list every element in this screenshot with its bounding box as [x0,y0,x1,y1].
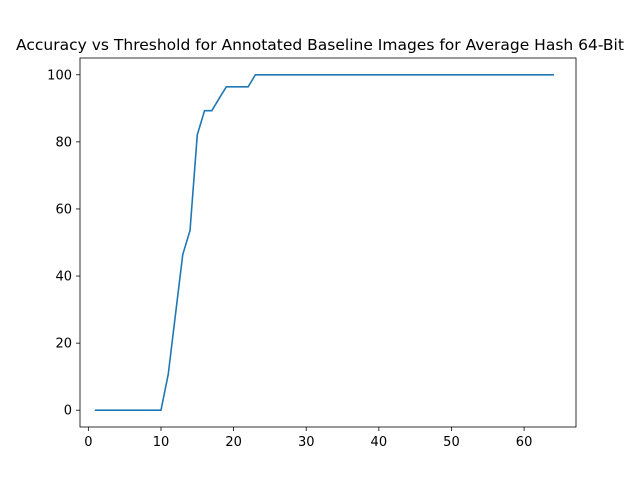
data-point [138,409,140,411]
data-point [102,409,104,411]
data-point [443,74,445,76]
data-point [516,74,518,76]
data-point [160,409,162,411]
data-point [131,409,133,411]
data-point [116,409,118,411]
data-point [225,86,227,88]
data-point [95,409,97,411]
data-point [472,74,474,76]
data-point [218,97,220,100]
data-point [196,134,198,136]
data-point [291,74,293,76]
data-point [392,74,394,76]
data-point [240,86,242,88]
x-tick-label: 20 [225,435,242,450]
data-point [189,229,191,232]
data-point [283,74,286,76]
data-point [450,74,453,76]
x-tick-label: 60 [516,435,533,450]
data-point [407,74,409,76]
data-point [523,74,525,76]
data-point [501,74,503,76]
data-point [538,74,540,76]
data-point [254,74,256,76]
data-point [552,74,554,76]
data-point [203,110,206,112]
x-tick-label: 40 [371,435,388,450]
x-tick-label: 30 [298,435,315,450]
data-point [320,74,322,76]
x-tick-label: 50 [443,435,460,450]
data-point [269,74,271,76]
data-point [276,74,278,76]
data-point [334,74,336,76]
data-point [479,74,482,76]
data-point [298,74,300,76]
axis-ticks: 0 10 20 30 40 50 60 0 20 40 60 80 100 [47,68,532,450]
data-point [530,74,532,76]
data-point [262,74,264,76]
data-point [436,74,438,76]
data-point [487,74,489,76]
data-point [356,74,358,76]
data-point [465,74,467,76]
data-point [211,110,213,112]
y-tick-label: 20 [55,337,72,352]
y-tick-label: 80 [55,135,72,150]
data-point [545,74,547,76]
data-point [305,74,307,76]
data-point [174,313,177,315]
series-layer [94,73,554,412]
y-tick-label: 60 [55,202,72,217]
data-point [494,74,496,76]
data-point [145,409,148,411]
y-tick-label: 100 [47,68,72,83]
y-tick-label: 0 [64,404,72,419]
plot-frame [79,57,577,428]
data-point [385,74,387,76]
data-point [349,74,351,76]
x-tick-label: 10 [153,435,170,450]
data-point [370,74,373,76]
data-point [327,74,329,76]
data-point [182,253,184,256]
data-point [247,86,249,88]
data-point [341,74,344,76]
data-point [109,409,111,411]
data-point [508,74,511,76]
data-point [458,74,460,76]
data-point [429,74,431,76]
data-point [153,409,155,411]
data-point [378,74,380,76]
data-point [363,74,365,76]
x-tick-label: 0 [84,435,92,450]
chart-title: Accuracy vs Threshold for Annotated Base… [16,36,624,54]
data-point [232,86,235,88]
data-point [400,74,402,76]
data-point [421,74,424,76]
data-point [414,74,416,76]
data-point [124,409,126,411]
y-tick-label: 40 [55,270,72,285]
data-point [312,74,315,76]
series-line [94,73,554,412]
data-point [167,373,169,375]
